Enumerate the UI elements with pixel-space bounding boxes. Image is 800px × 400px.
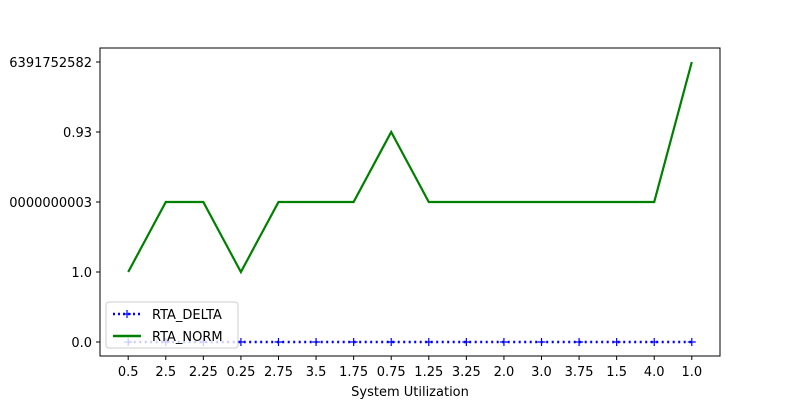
y-tick-label-4: 6391752582: [9, 56, 92, 71]
x-tick-label-6: 1.75: [339, 365, 368, 380]
x-tick-label-10: 2.0: [494, 365, 515, 380]
x-tick-label-13: 1.5: [606, 365, 627, 380]
x-tick-label-12: 3.75: [565, 365, 594, 380]
legend-label-rta-delta: RTA_DELTA: [152, 308, 222, 323]
legend-label-rta-norm: RTA_NORM: [152, 330, 223, 345]
x-tick-label-11: 3.0: [531, 365, 552, 380]
y-tick-label-0: 0.0: [71, 336, 92, 351]
x-tick-label-14: 4.0: [644, 365, 665, 380]
x-tick-label-3: 0.25: [226, 365, 255, 380]
x-tick-label-15: 1.0: [681, 365, 702, 380]
x-tick-label-1: 2.5: [155, 365, 176, 380]
x-tick-label-4: 2.75: [264, 365, 293, 380]
x-tick-label-7: 0.75: [377, 365, 406, 380]
x-tick-label-0: 0.5: [118, 365, 139, 380]
y-tick-label-3: 0.93: [63, 126, 92, 141]
x-tick-label-5: 3.5: [306, 365, 327, 380]
y-tick-label-1: 1.0: [71, 266, 92, 281]
legend: RTA_DELTA RTA_NORM: [106, 302, 238, 348]
y-tick-label-2: 0000000003: [9, 196, 92, 211]
x-axis-label: System Utilization: [351, 385, 469, 400]
x-tick-label-9: 3.25: [452, 365, 481, 380]
x-tick-label-8: 1.25: [414, 365, 443, 380]
x-tick-label-2: 2.25: [189, 365, 218, 380]
